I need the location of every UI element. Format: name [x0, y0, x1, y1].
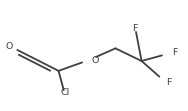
Text: Cl: Cl [61, 88, 70, 97]
Text: F: F [132, 24, 138, 33]
Text: O: O [6, 42, 13, 51]
Text: F: F [166, 78, 172, 87]
Text: F: F [172, 48, 177, 57]
Text: O: O [92, 56, 99, 65]
